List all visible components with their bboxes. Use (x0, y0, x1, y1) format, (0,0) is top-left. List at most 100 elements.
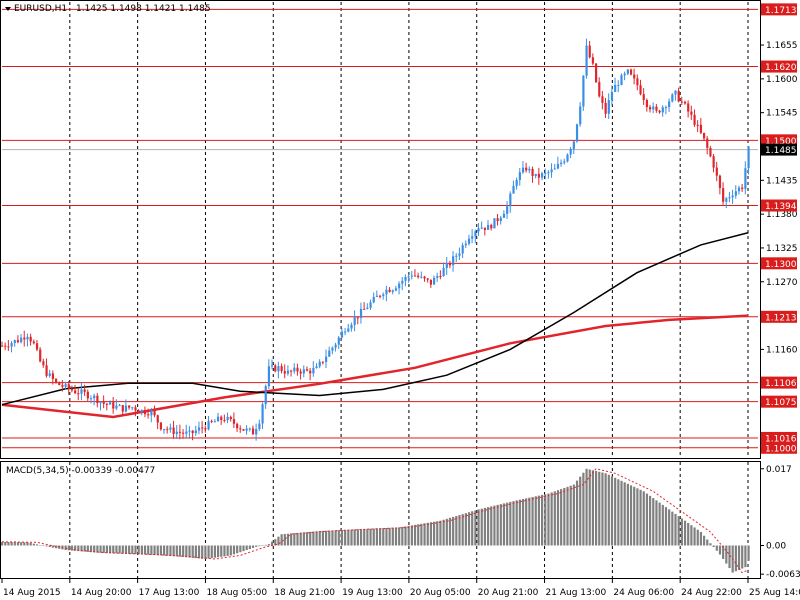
bull-candle (197, 427, 201, 431)
macd-bar (375, 528, 379, 546)
macd-bar (636, 488, 639, 546)
macd-bar (223, 545, 226, 557)
bear-candle (236, 423, 239, 429)
bear-candle (309, 370, 312, 374)
bull-candle (499, 217, 502, 222)
macd-bar (547, 493, 550, 546)
macd-bar (204, 545, 207, 560)
macd-bar (115, 545, 118, 554)
bear-candle (696, 124, 699, 126)
bull-candle (674, 90, 677, 95)
macd-bar (718, 545, 722, 555)
macd-bar (1, 541, 4, 546)
bull-candle (661, 107, 664, 113)
bear-candle (601, 96, 604, 103)
bear-candle (703, 132, 706, 139)
bull-candle (528, 168, 531, 171)
bull-candle (569, 148, 572, 155)
bull-candle (293, 367, 296, 372)
macd-bar (591, 470, 595, 546)
bull-candle (467, 238, 471, 244)
bull-candle (382, 294, 385, 296)
macd-bar (299, 532, 302, 546)
bull-candle (312, 368, 315, 374)
bull-candle (731, 195, 734, 198)
price-tick-label: 1.1270 (766, 278, 798, 288)
bear-candle (51, 373, 55, 379)
current-price-text: 1.1485 (765, 146, 797, 156)
macd-bar (433, 521, 436, 546)
bear-candle (718, 175, 722, 189)
level-label-box (761, 3, 797, 16)
bull-candle (375, 295, 379, 297)
bull-candle (607, 100, 610, 114)
bull-candle (207, 420, 210, 430)
bear-candle (525, 167, 528, 171)
time-axis-labels: 14 Aug 2015 14 Aug 20:00 17 Aug 13:00 18 Au… (1, 579, 800, 598)
bear-candle (147, 414, 150, 416)
bull-candle (652, 106, 655, 110)
macd-bar (664, 507, 668, 546)
macd-bar (271, 541, 274, 546)
bear-candle (232, 419, 236, 424)
bull-candle (575, 124, 579, 142)
dropdown-triangle-icon[interactable] (5, 7, 11, 11)
macd-bar (423, 523, 426, 546)
bear-candle (105, 403, 109, 405)
time-label: 17 Aug 13:00 (139, 588, 200, 598)
ma-slow-line (1, 314, 749, 419)
macd-bar (166, 545, 169, 556)
macd-bar (394, 527, 398, 546)
bear-candle (636, 78, 639, 86)
macd-bar (48, 545, 51, 548)
macd-bar (128, 545, 131, 554)
candles (1, 38, 750, 441)
time-label: 20 Aug 05:00 (410, 588, 471, 598)
macd-bar (668, 509, 671, 546)
bull-candle (579, 106, 582, 125)
macd-bar (525, 498, 528, 546)
macd-bar (207, 545, 210, 559)
macd-bar (693, 527, 696, 546)
bull-candle (372, 296, 375, 303)
level-label-box (761, 395, 797, 408)
macd-bar (610, 476, 614, 546)
bull-candle (131, 407, 134, 409)
macd-tick-label: 0.00 (766, 542, 786, 552)
bear-candle (23, 337, 26, 340)
macd-title: MACD(5,34,5) -0.00339 -0.00477 (6, 466, 155, 476)
macd-bar (305, 532, 309, 546)
bear-candle (4, 345, 7, 347)
bull-candle (442, 267, 445, 277)
macd-bar (521, 499, 525, 546)
price-tick-label: 1.1160 (766, 345, 798, 355)
bull-candle (521, 167, 525, 173)
bear-candle (220, 416, 223, 421)
macd-bar (553, 491, 556, 546)
macd-bar (318, 531, 321, 546)
macd-bar (639, 489, 642, 546)
bear-candle (537, 173, 541, 178)
macd-bar (229, 545, 232, 556)
bull-candle (747, 146, 750, 169)
macd-bar (404, 526, 407, 546)
macd-bar (588, 469, 591, 546)
macd-bar (379, 528, 382, 546)
bull-candle (169, 427, 172, 430)
macd-signal-line (2, 468, 749, 574)
bull-candle (585, 45, 588, 76)
macd-bar (277, 536, 280, 546)
macd-bar (617, 479, 620, 546)
bear-candle (633, 74, 636, 79)
bear-candle (709, 147, 712, 157)
bull-candle (410, 275, 413, 277)
macd-bar (334, 530, 337, 546)
bull-candle (626, 69, 629, 74)
bear-candle (321, 361, 325, 363)
macd-bar (496, 504, 499, 546)
macd-bar (452, 516, 455, 546)
bull-candle (541, 173, 544, 178)
macd-bar (45, 545, 48, 547)
